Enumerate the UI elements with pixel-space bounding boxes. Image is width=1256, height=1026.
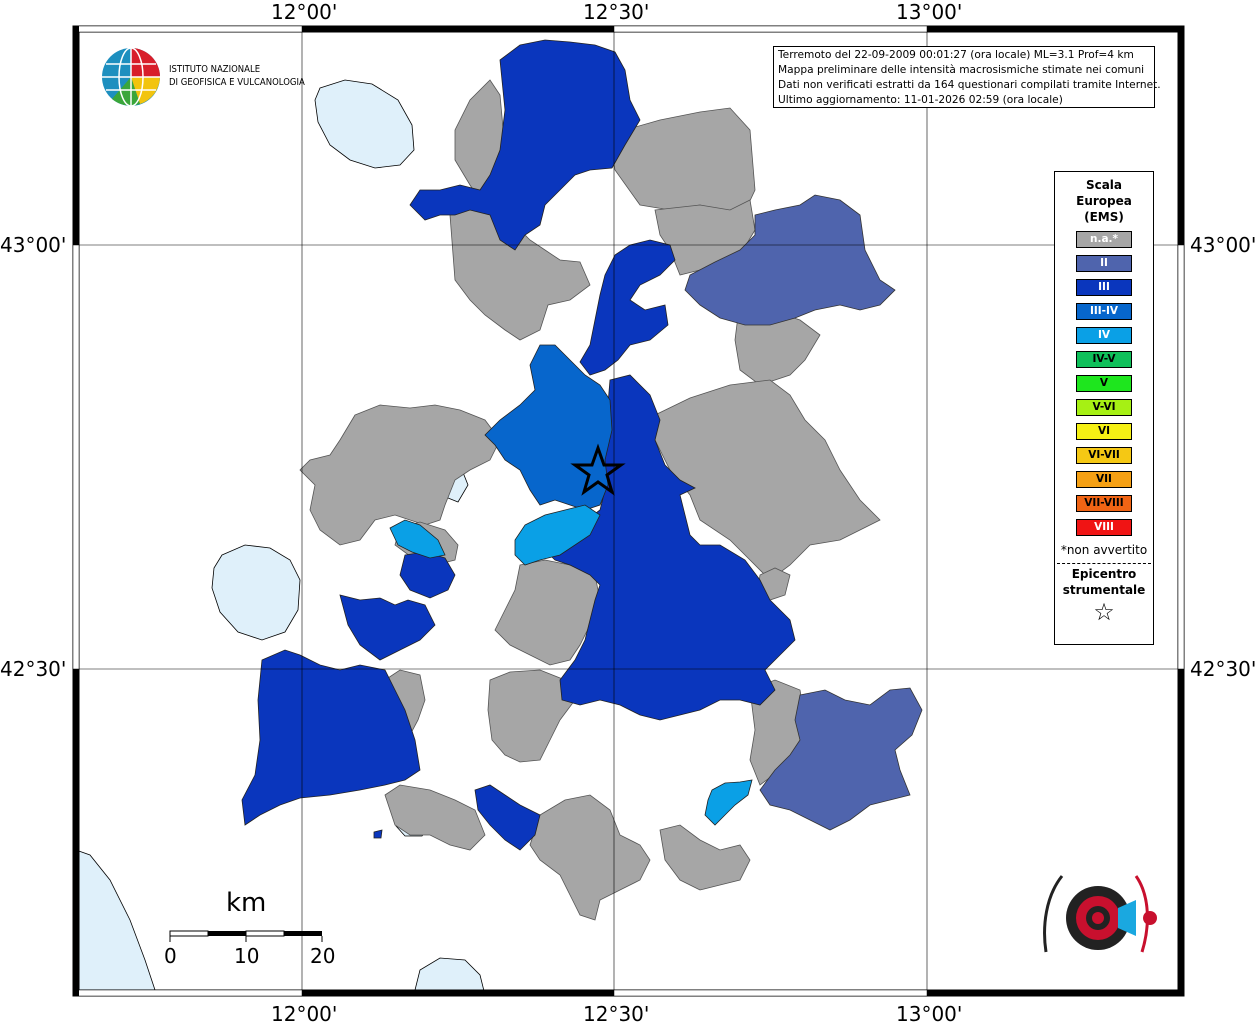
area-na xyxy=(487,669,576,763)
area-ems-2 xyxy=(684,194,896,326)
legend-item: VII xyxy=(1076,471,1132,488)
scale-bar xyxy=(169,930,323,942)
area-ems-3 xyxy=(339,594,436,661)
legend-item: II xyxy=(1076,255,1132,272)
haisentito-logo-icon xyxy=(1043,875,1157,953)
scale-bar-title: km xyxy=(226,888,267,918)
legend-item: V-VI xyxy=(1076,399,1132,416)
legend-title: Scala Europea (EMS) xyxy=(1055,177,1153,225)
lake-bracciano xyxy=(414,957,486,996)
bottom-label-12-00: 12°00' xyxy=(271,1002,338,1026)
area-ems-3 xyxy=(373,829,383,839)
legend-title-line2: Europea xyxy=(1076,194,1132,208)
legend-item: V xyxy=(1076,375,1132,392)
ingv-globe-icon xyxy=(102,47,160,107)
area-ems-3 xyxy=(409,39,641,251)
event-info-box: Terremoto del 22-09-2009 00:01:27 (ora l… xyxy=(773,46,1161,108)
left-label-42-30: 42°30' xyxy=(0,657,67,681)
area-ems-3 xyxy=(579,239,676,376)
legend-items: n.a.* II III III-IV IV IV-V V V-VI VI VI-VII VII VI… xyxy=(1055,231,1153,536)
area-na xyxy=(384,784,486,851)
map-frame xyxy=(72,25,1185,997)
sea-coast xyxy=(75,849,156,996)
legend-item: III-IV xyxy=(1076,303,1132,320)
right-label-43-00: 43°00' xyxy=(1190,233,1256,257)
bottom-label-13-00: 13°00' xyxy=(896,1002,963,1026)
lake-trasimeno xyxy=(314,79,415,169)
legend-item: n.a.* xyxy=(1076,231,1132,248)
legend-item: IV xyxy=(1076,327,1132,344)
legend-note: *non avvertito xyxy=(1060,543,1148,557)
info-line2: Mappa preliminare delle intensità macros… xyxy=(778,64,1145,76)
ems-legend: Scala Europea (EMS) n.a.* II III III-IV IV IV… xyxy=(1054,171,1154,645)
left-label-43-00: 43°00' xyxy=(0,233,67,257)
legend-item: VI-VII xyxy=(1076,447,1132,464)
area-na xyxy=(654,379,881,581)
top-label-13-00: 13°00' xyxy=(896,0,963,24)
graticule xyxy=(79,32,1178,990)
bottom-label-12-30: 12°30' xyxy=(583,1002,650,1026)
ingv-name: ISTITUTO NAZIONALE DI GEOFISICA E VULCAN… xyxy=(169,63,305,89)
legend-epicenter-title: Epicentro strumentale xyxy=(1055,566,1153,598)
areas-ems-4 xyxy=(389,504,753,826)
lake-bolsena xyxy=(211,544,301,641)
top-label-12-30: 12°30' xyxy=(583,0,650,24)
areas-ems-2 xyxy=(684,194,923,831)
ingv-name-line2: DI GEOFISICA E VULCANOLOGIA xyxy=(169,77,305,88)
scale-label-20: 20 xyxy=(310,944,336,968)
scale-label-0: 0 xyxy=(164,944,177,968)
epicenter-star-icon xyxy=(570,443,626,496)
legend-item: IV-V xyxy=(1076,351,1132,368)
legend-title-line3: (EMS) xyxy=(1084,210,1124,224)
area-ems-3 xyxy=(474,784,541,851)
legend-divider xyxy=(1057,563,1151,564)
area-ems-2 xyxy=(759,687,923,831)
info-line1: Terremoto del 22-09-2009 00:01:27 (ora l… xyxy=(778,49,1134,61)
right-label-42-30: 42°30' xyxy=(1190,657,1256,681)
info-line4: Ultimo aggiornamento: 11-01-2026 02:59 (… xyxy=(778,94,1063,106)
area-na xyxy=(529,794,651,921)
area-na xyxy=(659,824,751,891)
legend-item: VIII xyxy=(1076,519,1132,536)
info-line3: Dati non verificati estratti da 164 ques… xyxy=(778,79,1161,91)
legend-epicenter-line2: strumentale xyxy=(1062,583,1146,597)
legend-item: VII-VIII xyxy=(1076,495,1132,512)
legend-epicenter-line1: Epicentro xyxy=(1071,567,1137,581)
scale-label-10: 10 xyxy=(234,944,260,968)
legend-title-line1: Scala xyxy=(1085,178,1123,192)
area-ems-4 xyxy=(389,519,446,559)
legend-star-icon: ☆ xyxy=(1093,598,1115,626)
top-label-12-00: 12°00' xyxy=(271,0,338,24)
area-ems-4 xyxy=(514,504,601,566)
area-ems-4 xyxy=(704,779,753,826)
ingv-name-line1: ISTITUTO NAZIONALE xyxy=(169,64,261,75)
legend-item: VI xyxy=(1076,423,1132,440)
legend-item: III xyxy=(1076,279,1132,296)
